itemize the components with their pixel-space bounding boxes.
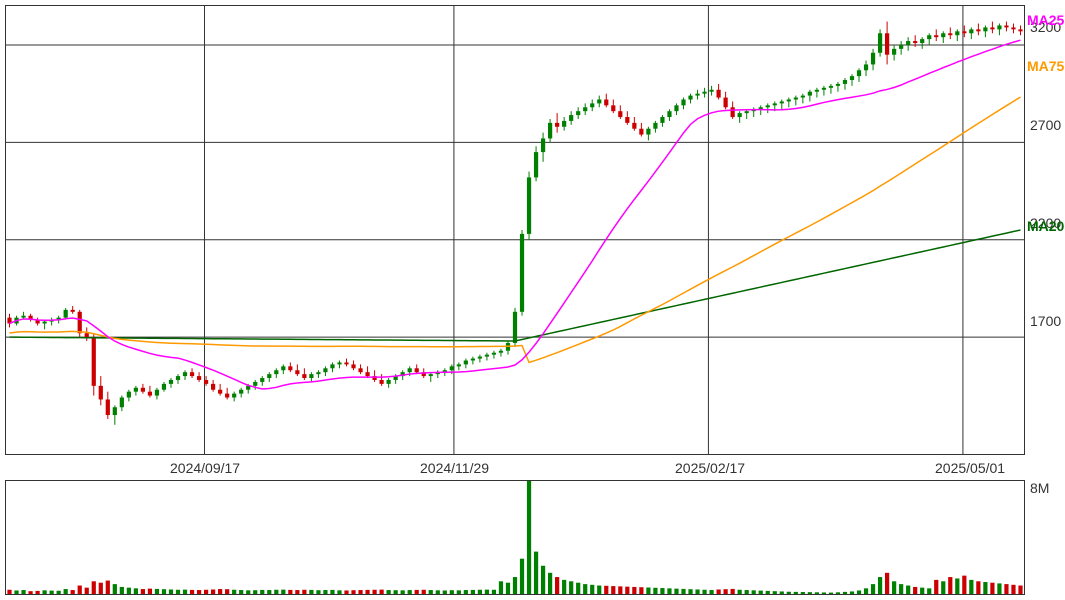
ytick-2700: 2700: [1030, 117, 1061, 133]
ytick-1700: 1700: [1030, 313, 1061, 329]
xtick-3: 2025/02/17: [675, 460, 745, 476]
ma200-label: MA200: [1027, 218, 1065, 234]
xtick-4: 2025/05/01: [935, 460, 1005, 476]
ma75-label: MA75: [1027, 58, 1064, 74]
price-chart-svg: [6, 6, 1024, 454]
stock-chart: 3200 2700 2200 1700 MA25 MA75 MA200 2024…: [0, 0, 1065, 600]
xtick-1: 2024/09/17: [170, 460, 240, 476]
volume-chart-svg: [6, 481, 1024, 594]
ma25-label: MA25: [1027, 12, 1064, 28]
xtick-2: 2024/11/29: [420, 460, 489, 476]
price-panel: [5, 5, 1025, 455]
volume-panel: [5, 480, 1025, 595]
volume-max-label: 8M: [1030, 480, 1049, 496]
